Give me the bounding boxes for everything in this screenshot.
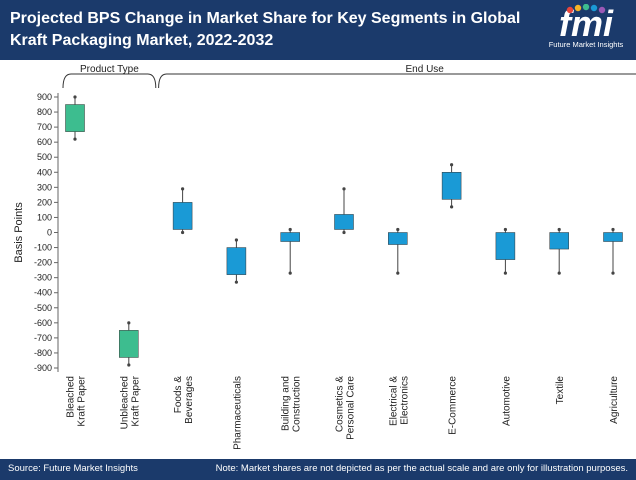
- box-automotive: [495, 232, 516, 260]
- whisker-cap-low: [342, 230, 346, 235]
- box-foods-beverages: [172, 202, 193, 230]
- y-tick-label: -100: [34, 243, 52, 253]
- group-bracket: [62, 73, 157, 89]
- whisker-cap-low: [557, 271, 561, 275]
- y-tick-label: 700: [37, 122, 52, 132]
- y-tick-label: -700: [34, 333, 52, 343]
- y-tick-label: 400: [37, 167, 52, 177]
- box-plot-chart: Basis Points 900 800 700 600 500 400 300 200 100 0…: [13, 64, 636, 450]
- x-category-label: Cosmetics &: [335, 376, 346, 432]
- x-category-label: Textile: [555, 376, 566, 405]
- box-pharmaceuticals: [226, 247, 247, 275]
- y-tick-label: 200: [37, 197, 52, 207]
- x-category-label: E-Commerce: [448, 376, 459, 435]
- whisker-cap-low: [611, 271, 615, 275]
- chart-title: Projected BPS Change in Market Share for…: [10, 10, 521, 49]
- whisker-cap-low: [503, 271, 507, 275]
- x-category-label: Beverages: [184, 376, 195, 424]
- box-agriculture: [603, 232, 623, 242]
- whisker-cap-high: [288, 227, 292, 232]
- y-tick-label: 600: [37, 137, 52, 147]
- whisker-cap-low: [73, 137, 77, 141]
- whisker-cap-high: [450, 163, 454, 167]
- logo-dot-purple: [598, 6, 606, 14]
- whisker-cap-low: [127, 363, 131, 367]
- y-tick-label: 500: [37, 152, 52, 162]
- x-category-label: Foods &: [173, 376, 184, 414]
- whisker-cap-high: [234, 238, 238, 242]
- x-category-label: Personal Care: [346, 376, 357, 440]
- x-category-label: Agriculture: [609, 376, 620, 424]
- group-label: End Use: [406, 64, 445, 75]
- whisker-cap-low: [181, 230, 185, 235]
- whisker-cap-high: [611, 227, 615, 232]
- logo-dot-yellow: [574, 4, 582, 12]
- x-category-label: Construction: [292, 376, 303, 432]
- y-tick-label: -200: [34, 258, 52, 268]
- fmi-logo: fmi Future Market Insights: [540, 3, 632, 56]
- box-cosmetics-personal-care: [334, 214, 354, 230]
- x-category-label: Building and: [281, 376, 292, 431]
- x-category-label: Kraft Paper: [77, 375, 88, 426]
- logo-dot-green: [582, 3, 590, 11]
- chart-header: Projected BPS Change in Market Share for…: [0, 0, 636, 60]
- whisker-cap-high: [557, 227, 561, 232]
- box-textile: [549, 232, 569, 250]
- whisker-cap-high: [396, 227, 400, 232]
- whisker-cap-high: [503, 227, 507, 232]
- fmi-logo-subtext: Future Market Insights: [548, 40, 624, 49]
- box-unbleached-kraft-paper: [119, 330, 139, 358]
- x-category-label: Kraft Paper: [130, 375, 141, 426]
- box-bleached-kraft-paper: [65, 104, 85, 132]
- y-tick-label: 800: [37, 107, 52, 117]
- x-category-label: Pharmaceuticals: [232, 376, 243, 450]
- whisker-cap-low: [396, 271, 400, 275]
- y-tick-label: -800: [34, 348, 52, 358]
- logo-dot-red: [566, 6, 574, 14]
- disclaimer-note: Note: Market shares are not depicted as …: [215, 463, 628, 474]
- x-category-label: Bleached: [66, 376, 77, 418]
- y-tick-label: -300: [34, 273, 52, 283]
- x-category-label: Automotive: [501, 376, 512, 426]
- y-tick-label: 300: [37, 182, 52, 192]
- group-label: Product Type: [80, 64, 139, 75]
- whisker-cap-low: [234, 280, 238, 284]
- y-axis-label: Basis Points: [13, 202, 25, 263]
- y-tick-label: 100: [37, 212, 52, 222]
- x-category-label: Electrical &: [388, 376, 399, 426]
- y-tick-label: 0: [47, 228, 52, 238]
- logo-dot-blue: [590, 4, 598, 12]
- whisker-cap-high: [181, 187, 185, 191]
- y-tick-label: 900: [37, 92, 52, 102]
- y-tick-label: -400: [34, 288, 52, 298]
- y-tick-label: -600: [34, 318, 52, 328]
- whisker-cap-high: [73, 95, 77, 99]
- group-bracket: [158, 73, 636, 89]
- box-building-and-construction: [280, 232, 300, 242]
- chart-footer: Source: Future Market Insights Note: Mar…: [0, 459, 636, 480]
- x-category-label: Electronics: [399, 376, 410, 425]
- whisker-cap-low: [450, 205, 454, 209]
- x-category-label: Unbleached: [119, 376, 130, 429]
- whisker-cap-high: [342, 187, 346, 191]
- source-note: Source: Future Market Insights: [8, 463, 138, 474]
- y-tick-label: -900: [34, 363, 52, 373]
- whisker-cap-low: [288, 271, 292, 275]
- y-tick-label: -500: [34, 303, 52, 313]
- fmi-logo-mark: fmi: [559, 3, 614, 44]
- box-electrical-electronics: [388, 232, 408, 245]
- box-e-commerce: [441, 172, 462, 200]
- whisker-cap-high: [127, 321, 131, 325]
